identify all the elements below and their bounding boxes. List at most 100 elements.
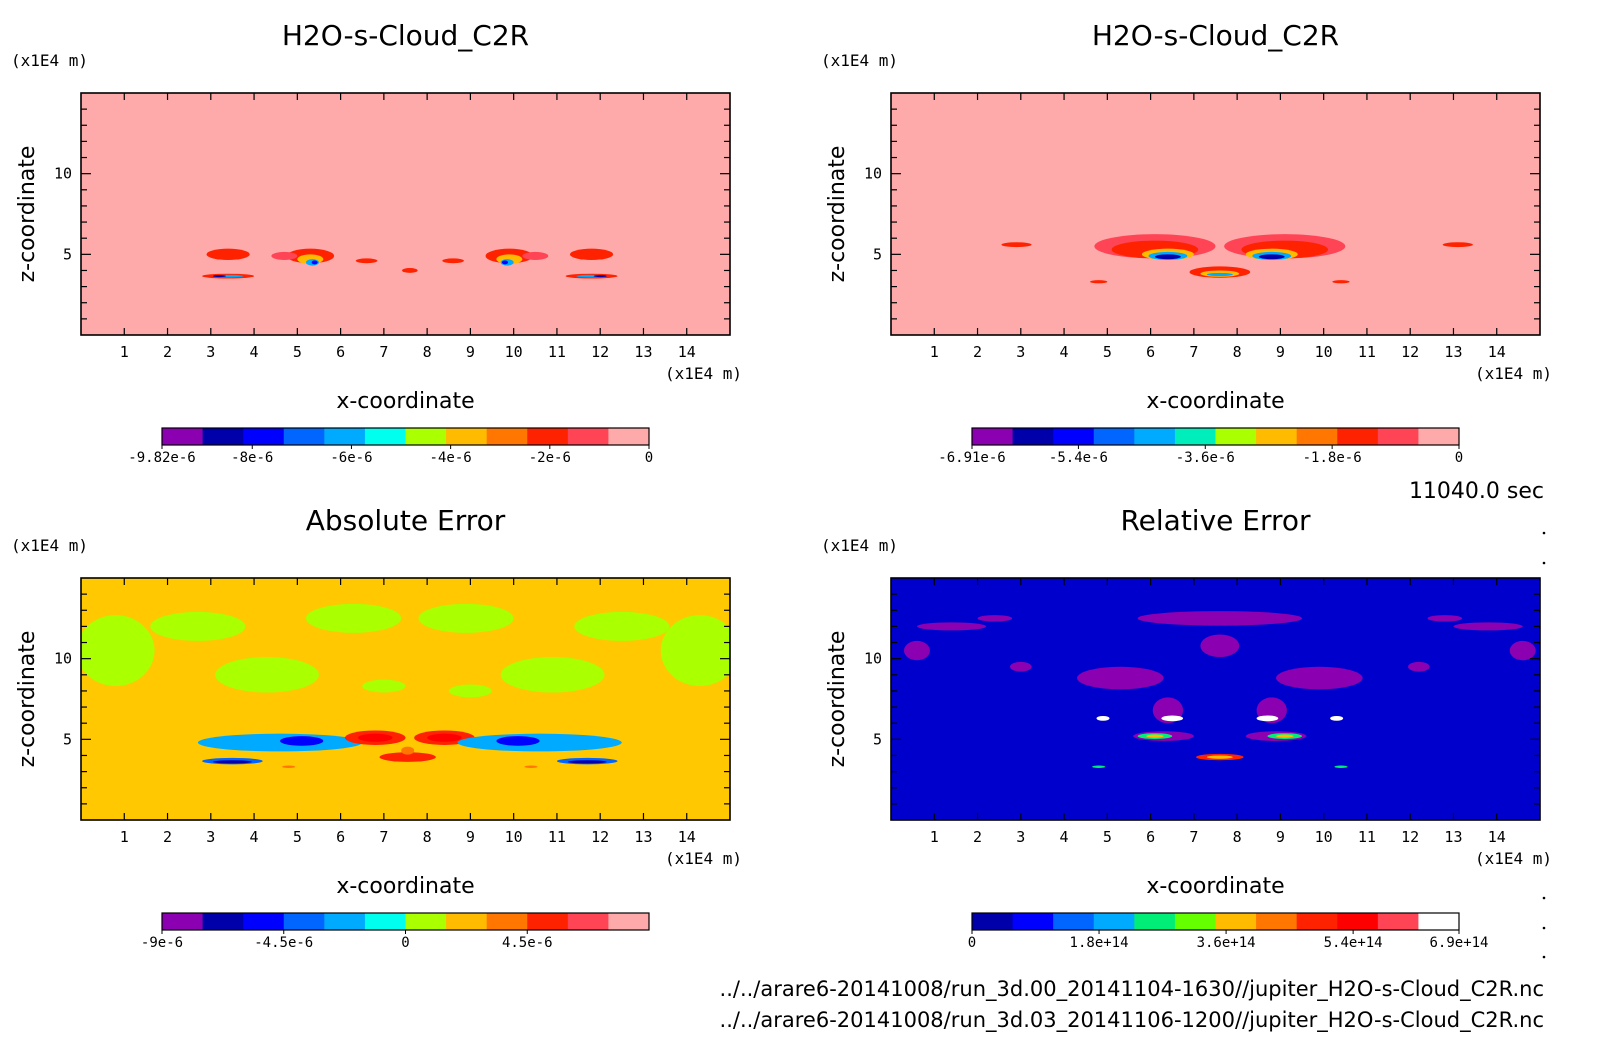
panel-4: Relative Error(x1E4 m)1 2 3 4 5 6 7 8 9 10 11 12 13 1… xyxy=(821,504,1552,951)
colorbar-label: 0 xyxy=(645,450,653,466)
x-tick-label: 11 xyxy=(1358,828,1376,846)
y-axis-label: z-coordinate xyxy=(15,631,40,768)
x-tick-label: 3 xyxy=(1016,828,1025,846)
contour-region xyxy=(1276,666,1363,690)
x-tick-label: 14 xyxy=(678,343,696,361)
contour-field xyxy=(202,248,618,279)
contour-region xyxy=(355,258,378,264)
x-tick-label: 2 xyxy=(973,343,982,361)
colorbar-swatch xyxy=(972,428,1014,445)
contour-region xyxy=(1077,666,1164,690)
contour-region xyxy=(524,765,538,769)
contour-region xyxy=(280,736,324,746)
plot-frame xyxy=(890,92,1541,336)
file-path-2: ../../arare6-20141008/run_3d.03_20141106… xyxy=(720,1008,1544,1033)
contour-region xyxy=(1206,272,1233,277)
colorbar: -9e-6 -4.5e-6 0 4.5e-6 xyxy=(141,912,650,951)
colorbar-label: 0 xyxy=(401,935,409,951)
y-unit-label: (x1E4 m) xyxy=(11,51,88,70)
colorbar-swatch xyxy=(243,428,285,445)
colorbar-swatch xyxy=(1093,428,1135,445)
contour-region xyxy=(212,760,252,764)
x-tick-label: 13 xyxy=(634,343,652,361)
contour-region xyxy=(427,733,462,742)
contour-region xyxy=(457,733,622,752)
margin-dot xyxy=(1542,561,1546,565)
contour-region xyxy=(1154,254,1181,260)
x-tick-label: 14 xyxy=(1488,343,1506,361)
x-tick-label: 10 xyxy=(1315,828,1333,846)
plot-frame xyxy=(890,577,1541,821)
x-tick-label: 14 xyxy=(1488,828,1506,846)
panel-2: H2O-s-Cloud_C2R(x1E4 m)1 2 3 4 5 6 7 8 9 10 11 12 13… xyxy=(821,19,1552,466)
contour-region xyxy=(1453,622,1523,631)
y-unit-label: (x1E4 m) xyxy=(821,536,898,555)
colorbar-swatch xyxy=(1134,428,1176,445)
x-tick-label: 5 xyxy=(293,828,302,846)
contour-region xyxy=(206,248,250,260)
contour-region xyxy=(402,268,418,273)
x-tick-label: 3 xyxy=(206,343,215,361)
contour-region xyxy=(1442,242,1473,248)
x-axis-label: x-coordinate xyxy=(336,874,474,899)
contour-region xyxy=(567,760,607,764)
plot-frame xyxy=(80,577,731,821)
x-tick-label: 8 xyxy=(1233,828,1242,846)
contour-region xyxy=(1509,640,1536,661)
contour-region xyxy=(903,640,930,661)
y-axis-label: z-coordinate xyxy=(825,146,850,283)
x-tick-label: 4 xyxy=(250,343,259,361)
y-tick-label: 10 xyxy=(54,650,72,668)
panel-1: H2O-s-Cloud_C2R(x1E4 m)1 2 3 4 5 6 7 8 9 10 11 12 13… xyxy=(11,19,742,466)
y-tick-label: 10 xyxy=(54,165,72,183)
colorbar-label: 4.5e-6 xyxy=(502,935,553,951)
colorbar-swatch xyxy=(608,913,650,930)
colorbar-swatch xyxy=(364,428,406,445)
x-tick-label: 10 xyxy=(505,343,523,361)
x-tick-label: 8 xyxy=(1233,343,1242,361)
colorbar-label: -5.4e-6 xyxy=(1049,450,1108,466)
y-tick-label: 10 xyxy=(864,650,882,668)
contour-region xyxy=(311,260,318,265)
x-tick-label: 4 xyxy=(250,828,259,846)
colorbar-swatch xyxy=(1134,913,1176,930)
margin-dots xyxy=(1542,531,1546,959)
x-tick-label: 14 xyxy=(678,828,696,846)
x-unit-label: (x1E4 m) xyxy=(1475,849,1552,868)
contour-region xyxy=(569,248,614,260)
margin-dot xyxy=(1542,926,1546,930)
field-background xyxy=(891,93,1540,335)
colorbar-frame xyxy=(971,427,1460,446)
colorbar-label: -1.8e-6 xyxy=(1303,450,1362,466)
x-tick-label: 3 xyxy=(1016,343,1025,361)
colorbar-swatch xyxy=(1337,428,1379,445)
x-tick-label: 12 xyxy=(591,828,609,846)
contour-region xyxy=(1330,715,1344,721)
field-background xyxy=(81,93,730,335)
colorbar-swatch xyxy=(405,428,447,445)
colorbar-label: 0 xyxy=(1455,450,1463,466)
colorbar-swatch xyxy=(446,428,488,445)
x-tick-label: 1 xyxy=(930,828,939,846)
colorbar: -9.82e-6 -8e-6 -6e-6 -4e-6 -2e-6 0 xyxy=(128,427,653,466)
contour-region xyxy=(215,657,319,693)
contour-region xyxy=(418,603,514,633)
contour-field xyxy=(903,611,1536,769)
contour-region xyxy=(282,765,296,769)
contour-region xyxy=(1090,280,1108,284)
x-tick-label: 13 xyxy=(634,828,652,846)
contour-region xyxy=(362,679,406,693)
margin-dot xyxy=(1542,531,1546,535)
contour-region xyxy=(442,258,464,264)
colorbar-swatch xyxy=(283,428,325,445)
x-tick-label: 12 xyxy=(1401,828,1419,846)
colorbar-swatch xyxy=(1418,428,1460,445)
y-tick-label: 5 xyxy=(63,245,72,263)
time-label: 11040.0 sec xyxy=(1409,479,1544,504)
y-tick-label: 10 xyxy=(864,165,882,183)
colorbar-swatch xyxy=(1215,428,1257,445)
panels-group: H2O-s-Cloud_C2R(x1E4 m)1 2 3 4 5 6 7 8 9 10 11 12 13… xyxy=(11,19,1552,951)
colorbar-swatch xyxy=(1093,913,1135,930)
colorbar-swatch xyxy=(1174,428,1216,445)
contour-region xyxy=(593,275,607,278)
